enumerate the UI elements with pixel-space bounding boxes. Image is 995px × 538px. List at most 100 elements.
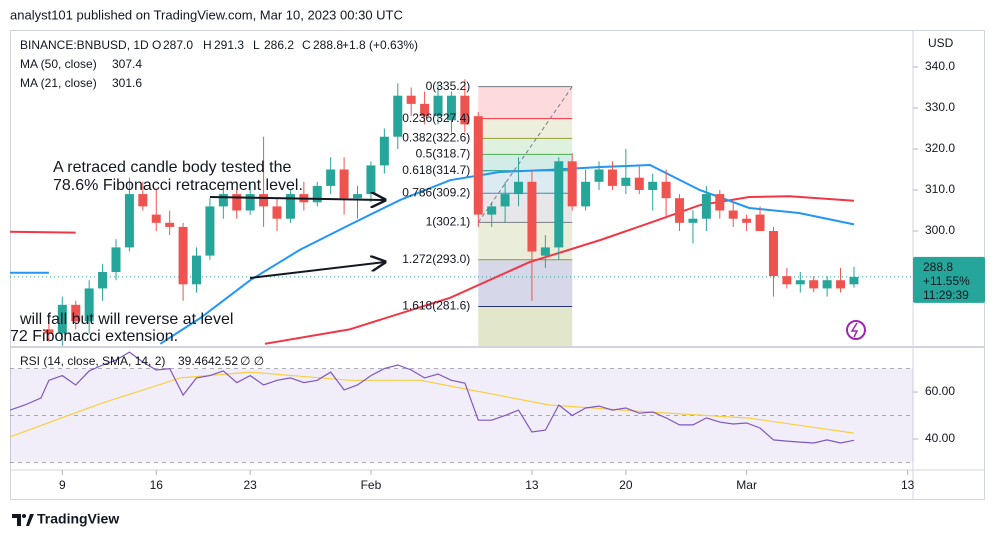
candle-body xyxy=(259,194,269,207)
candle-body xyxy=(527,181,537,252)
candle-body xyxy=(124,194,134,248)
fib-label: 0.382(322.6) xyxy=(402,131,470,145)
candle-body xyxy=(138,194,148,207)
ohlc-value: 287.0 xyxy=(163,38,193,52)
y-tick-label: 40.00 xyxy=(925,431,955,445)
fib-band xyxy=(478,154,573,171)
x-tick-label: 13 xyxy=(901,478,915,492)
candle-body xyxy=(634,177,644,190)
rsi-pane xyxy=(10,351,913,463)
annotation: 78.6% Fibonacci retracement level. xyxy=(53,177,303,194)
candle-body xyxy=(178,226,188,285)
candle-body xyxy=(795,280,805,285)
candle-body xyxy=(205,206,215,256)
arrow xyxy=(209,197,385,200)
candle-body xyxy=(393,95,403,137)
candle-body xyxy=(661,181,671,199)
candle-body xyxy=(165,222,175,227)
candle-body xyxy=(514,181,524,195)
watermark-icon xyxy=(850,322,859,338)
price-pane xyxy=(10,79,913,346)
footer-brand: TradingView xyxy=(37,511,119,527)
candle-body xyxy=(473,116,483,215)
candle-body xyxy=(621,177,631,186)
annotation: 72 Fibonacci extension. xyxy=(10,328,178,345)
candle-body xyxy=(581,181,591,207)
candle-body xyxy=(111,247,121,273)
header-title: analyst101 published on TradingView.com,… xyxy=(10,7,403,22)
y-tick-label: 320.0 xyxy=(925,141,955,155)
change: +1.8 (+0.63%) xyxy=(342,38,418,52)
ohlc-key: C xyxy=(302,38,311,52)
candle-body xyxy=(742,218,752,223)
candle-body xyxy=(755,214,765,232)
y-tick-label: 310.0 xyxy=(925,182,955,196)
candle-body xyxy=(728,210,738,219)
candle-body xyxy=(836,280,846,289)
candle-body xyxy=(675,198,685,223)
fib-label: 0.236(327.4) xyxy=(402,111,470,125)
symbol: BINANCE:BNBUSD, 1D xyxy=(20,38,149,52)
y-tick-label: 330.0 xyxy=(925,100,955,114)
fib-label: 0.618(314.7) xyxy=(402,163,470,177)
y-tick-label: 60.00 xyxy=(925,384,955,398)
candle-body xyxy=(98,272,108,289)
candle-body xyxy=(339,169,349,199)
x-tick-label: 9 xyxy=(59,478,66,492)
candle-body xyxy=(366,165,376,195)
legend-name: MA (50, close) xyxy=(20,57,97,71)
x-tick-label: Mar xyxy=(736,478,757,492)
last-price-change: +11.55% xyxy=(923,274,970,288)
annotation: A retraced candle body tested the xyxy=(53,159,291,176)
candle-body xyxy=(192,255,202,285)
x-tick-label: Feb xyxy=(361,478,382,492)
candle-body xyxy=(849,276,859,285)
candle-body xyxy=(540,247,550,256)
candle-body xyxy=(607,169,617,186)
candle-body xyxy=(285,194,295,219)
fib-label: 1(302.1) xyxy=(426,215,471,229)
rsi-line xyxy=(10,351,855,444)
candle-body xyxy=(500,194,510,207)
candle-body xyxy=(768,231,778,277)
candle-body xyxy=(648,181,658,190)
moving-average xyxy=(10,163,855,345)
legend-value: 307.4 xyxy=(112,57,142,71)
fib-label: 1.272(293.0) xyxy=(402,252,470,266)
candle-body xyxy=(782,276,792,285)
candle-body xyxy=(460,95,470,125)
fib-band xyxy=(478,118,573,139)
ohlc-value: 288.8 xyxy=(313,38,343,52)
candle-body xyxy=(554,161,564,248)
candle-body xyxy=(245,194,255,211)
ohlc-key: O xyxy=(152,38,161,52)
candle-body xyxy=(218,194,228,207)
countdown: 11:29:39 xyxy=(923,288,969,302)
candle-body xyxy=(151,214,161,223)
fib-band xyxy=(478,86,573,119)
legend-value: 42.52 xyxy=(208,354,238,368)
fib-band xyxy=(478,170,573,194)
candle-body xyxy=(487,206,497,215)
watermark-icon xyxy=(846,320,866,340)
fib-label: 0.786(309.2) xyxy=(402,185,470,199)
ohlc-value: 286.2 xyxy=(264,38,294,52)
candle-body xyxy=(594,169,604,182)
overlay: 300.0 310.0 320.0 330.0 340.0 USD 9 16 23 Feb 13 20… xyxy=(10,36,985,492)
x-tick-label: 16 xyxy=(150,478,164,492)
candle-body xyxy=(701,194,711,219)
moving-average xyxy=(10,195,855,345)
candle-body xyxy=(84,288,94,322)
ohlc-key: L xyxy=(253,38,260,52)
candle-body xyxy=(326,169,336,186)
candle-body xyxy=(272,206,282,219)
candle-body xyxy=(688,218,698,223)
legend-value: 301.6 xyxy=(112,76,142,90)
candle-body xyxy=(715,194,725,211)
last-price-box xyxy=(913,256,985,303)
candle-body xyxy=(232,194,242,211)
candle-body xyxy=(353,194,363,199)
x-tick-label: 13 xyxy=(525,478,539,492)
last-price-label: 288.8 xyxy=(923,260,953,274)
